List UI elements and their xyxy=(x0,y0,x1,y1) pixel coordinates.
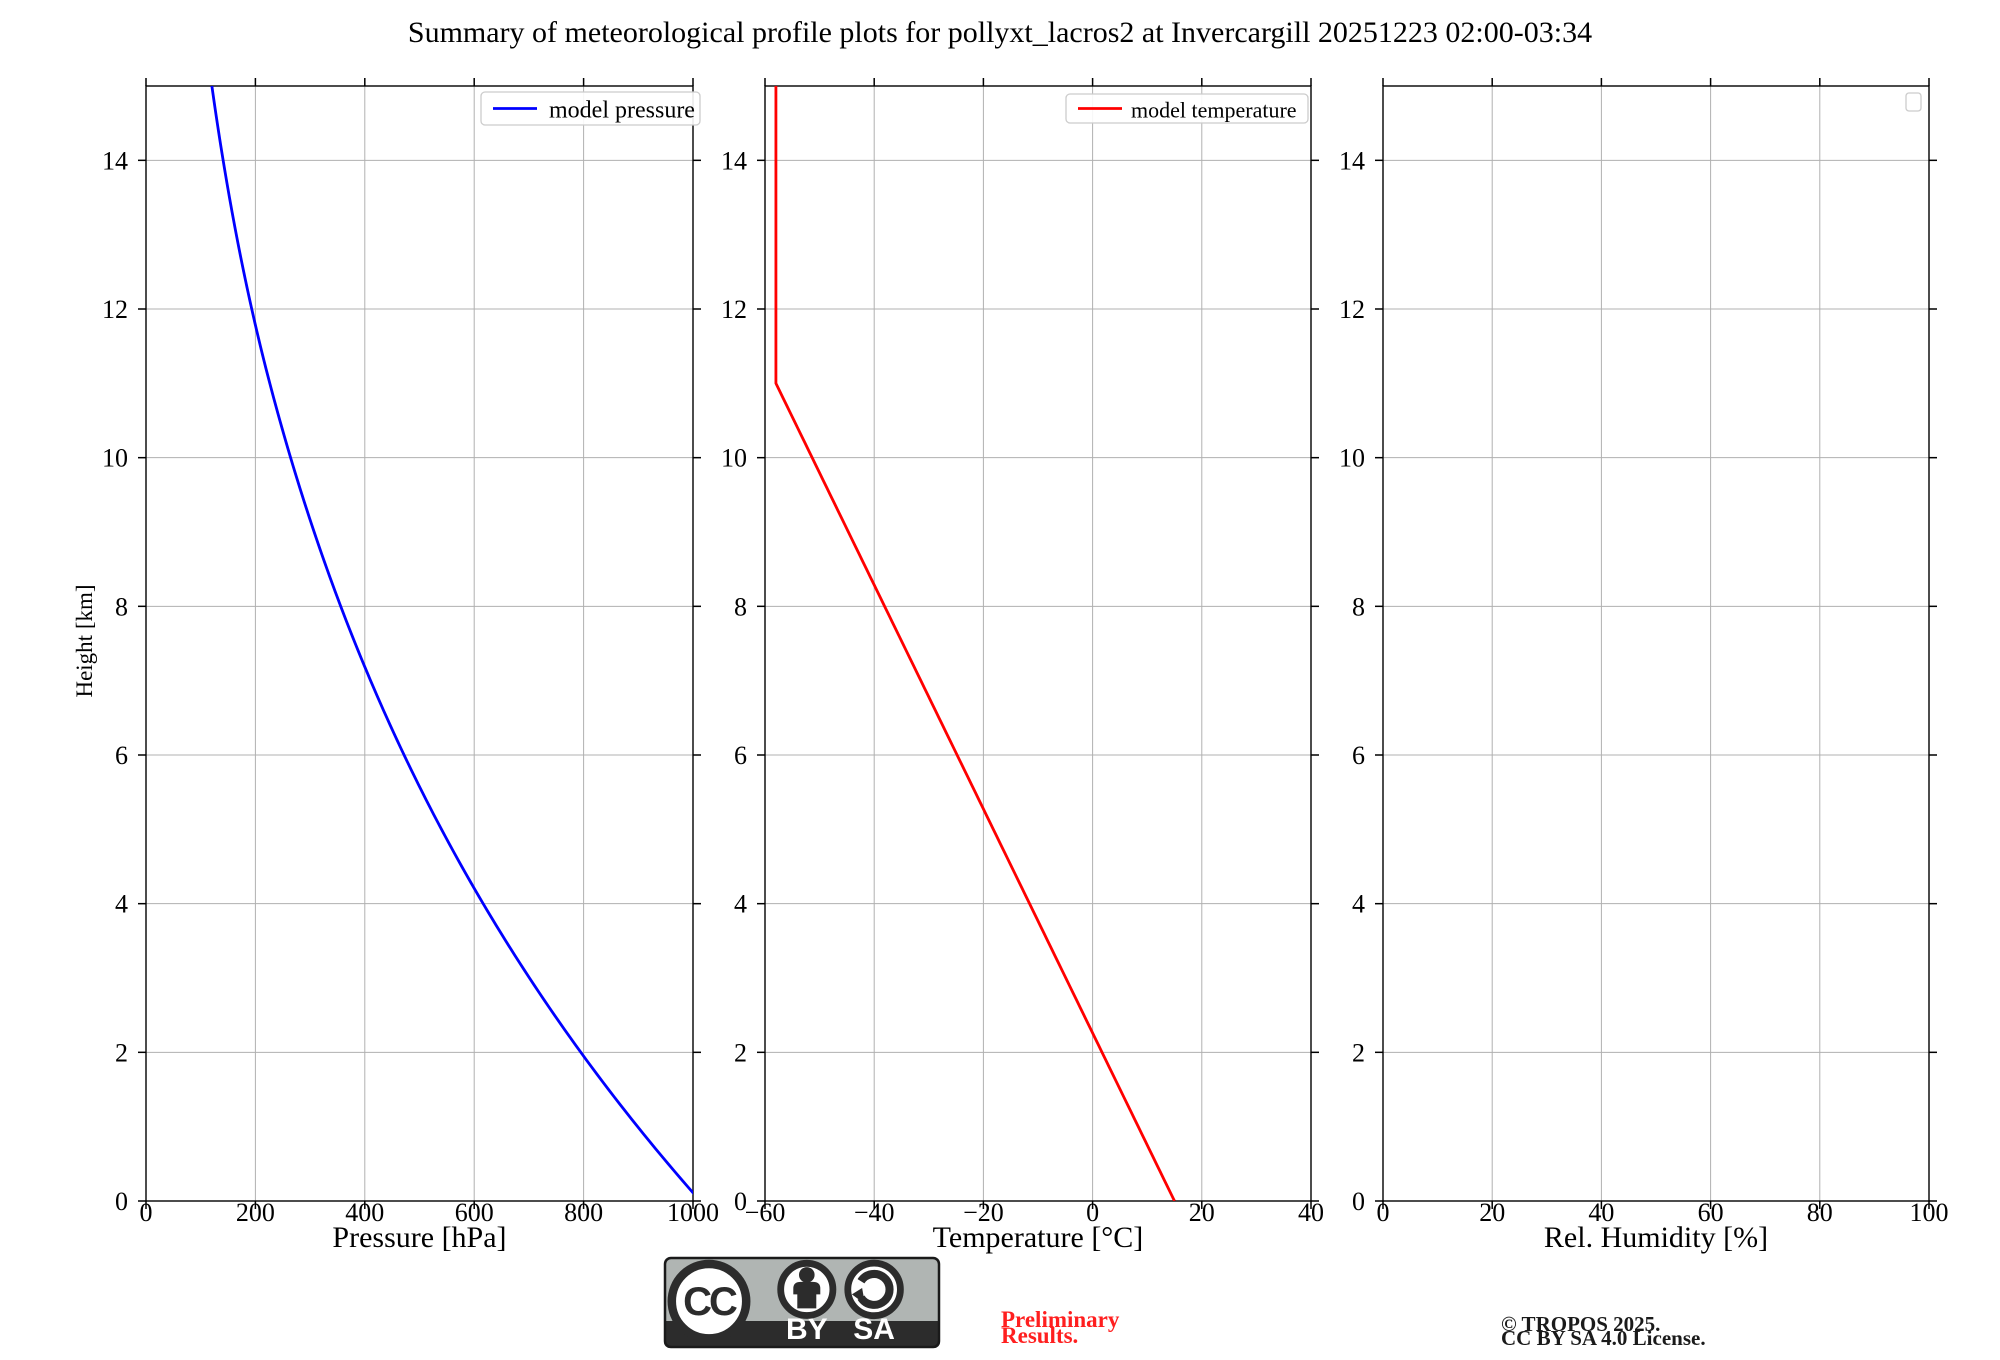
svg-text:800: 800 xyxy=(564,1198,603,1227)
svg-text:10: 10 xyxy=(721,444,747,473)
svg-text:Rel. Humidity [%]: Rel. Humidity [%] xyxy=(1544,1221,1768,1254)
svg-text:6: 6 xyxy=(1352,741,1365,770)
svg-text:8: 8 xyxy=(1352,592,1365,621)
svg-text:100: 100 xyxy=(1910,1198,1949,1227)
svg-text:Temperature [°C]: Temperature [°C] xyxy=(933,1221,1144,1254)
svg-text:20: 20 xyxy=(1479,1198,1505,1227)
svg-text:4: 4 xyxy=(734,890,747,919)
svg-text:20: 20 xyxy=(1189,1198,1215,1227)
svg-text:4: 4 xyxy=(115,890,128,919)
svg-text:10: 10 xyxy=(1339,444,1365,473)
svg-text:2: 2 xyxy=(115,1038,128,1067)
svg-text:4: 4 xyxy=(1352,890,1365,919)
svg-text:2: 2 xyxy=(734,1038,747,1067)
svg-text:1000: 1000 xyxy=(667,1198,719,1227)
svg-text:2: 2 xyxy=(1352,1038,1365,1067)
svg-text:model pressure: model pressure xyxy=(549,98,695,124)
svg-text:14: 14 xyxy=(721,146,747,175)
svg-text:8: 8 xyxy=(734,592,747,621)
svg-text:40: 40 xyxy=(1298,1198,1324,1227)
svg-text:Summary of meteorological prof: Summary of meteorological profile plots … xyxy=(408,16,1592,49)
svg-text:12: 12 xyxy=(1339,295,1365,324)
svg-text:0: 0 xyxy=(1352,1187,1365,1216)
svg-text:−40: −40 xyxy=(854,1198,895,1227)
svg-text:Results.: Results. xyxy=(1001,1323,1078,1348)
svg-text:CC: CC xyxy=(683,1280,737,1324)
svg-text:0: 0 xyxy=(734,1187,747,1216)
svg-text:0: 0 xyxy=(140,1198,153,1227)
svg-text:−60: −60 xyxy=(745,1198,786,1227)
svg-text:6: 6 xyxy=(115,741,128,770)
svg-text:12: 12 xyxy=(721,295,747,324)
svg-text:Pressure [hPa]: Pressure [hPa] xyxy=(332,1221,506,1254)
svg-text:Height [km]: Height [km] xyxy=(72,584,97,697)
svg-text:14: 14 xyxy=(102,146,128,175)
svg-text:6: 6 xyxy=(734,741,747,770)
svg-text:80: 80 xyxy=(1807,1198,1833,1227)
svg-text:200: 200 xyxy=(236,1198,275,1227)
svg-text:10: 10 xyxy=(102,444,128,473)
svg-text:model temperature: model temperature xyxy=(1131,98,1297,123)
svg-text:0: 0 xyxy=(115,1187,128,1216)
svg-text:8: 8 xyxy=(115,592,128,621)
svg-text:14: 14 xyxy=(1339,146,1365,175)
svg-text:12: 12 xyxy=(102,295,128,324)
svg-text:CC BY SA 4.0 License.: CC BY SA 4.0 License. xyxy=(1501,1326,1706,1350)
svg-text:0: 0 xyxy=(1377,1198,1390,1227)
